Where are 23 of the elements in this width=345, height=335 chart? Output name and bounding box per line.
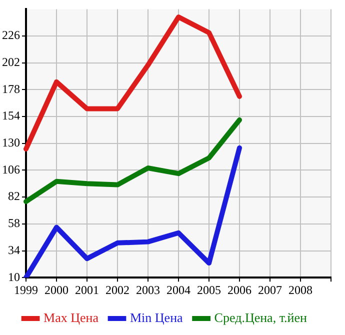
y-tick-label: 10 [8, 270, 20, 284]
x-tick-label: 2000 [44, 282, 68, 297]
y-tick-label: 154 [2, 108, 20, 123]
y-tick-label: 58 [8, 216, 20, 230]
x-tick-label: 1999 [14, 282, 38, 297]
x-tick-label: 2006 [228, 282, 252, 297]
x-tick-label: 2001 [75, 282, 99, 297]
x-tick-label: 2005 [197, 282, 221, 297]
legend-label: Max Цена [44, 310, 99, 325]
x-tick-label: 2008 [288, 282, 312, 297]
y-tick-label: 82 [8, 189, 20, 204]
x-tick-label: 2003 [136, 282, 160, 297]
y-tick-label: 34 [8, 242, 20, 257]
y-tick-label: 226 [2, 28, 20, 42]
legend-label: Min Цена [130, 310, 184, 325]
y-tick-label: 178 [2, 82, 20, 96]
x-tick-label: 2002 [106, 282, 130, 297]
x-tick-label: 2004 [166, 282, 190, 297]
y-tick-label: 106 [2, 162, 20, 176]
y-tick-label: 202 [2, 55, 20, 70]
y-tick-label: 130 [2, 136, 20, 150]
x-tick-label: 2007 [258, 282, 282, 297]
legend-label: Сред.Цена, т.йен [214, 310, 308, 325]
